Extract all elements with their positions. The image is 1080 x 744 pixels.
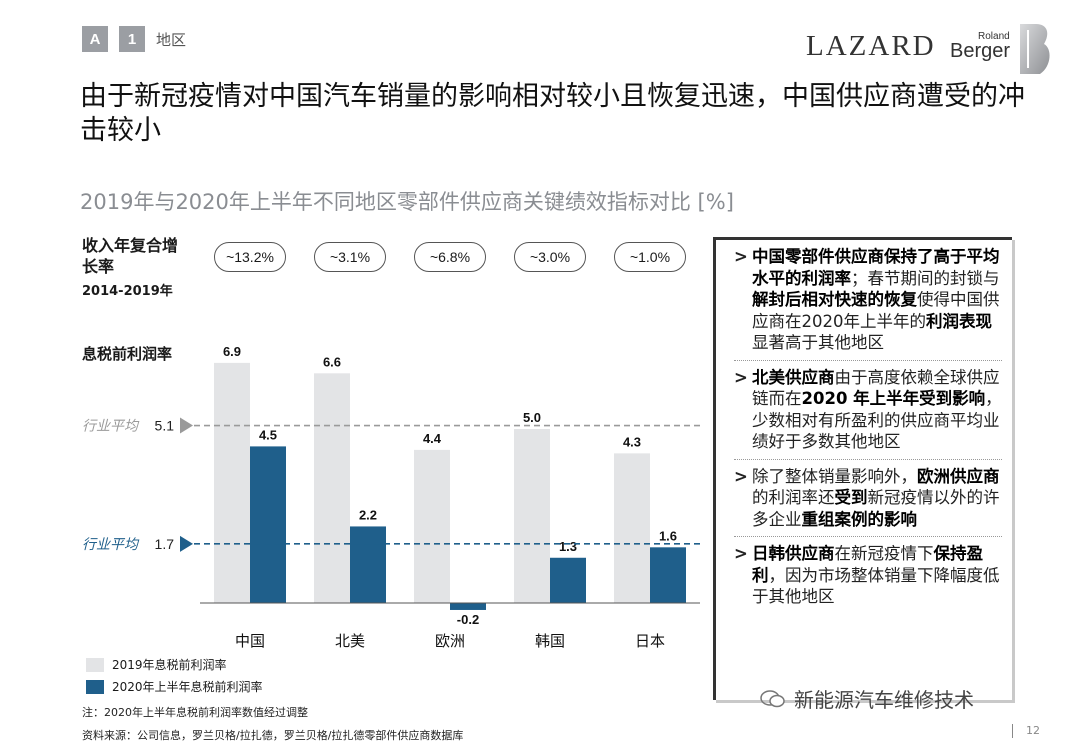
page-number: 12 (1026, 724, 1040, 737)
cagr-pill-china: ~13.2% (214, 242, 286, 272)
category-label-0: 中国 (235, 632, 265, 650)
reference-arrow-icon (180, 535, 193, 552)
data-label-2019-0: 6.9 (223, 344, 241, 359)
category-label-4: 日本 (635, 632, 665, 650)
bar-2019-2 (414, 449, 450, 603)
category-label-3: 韩国 (535, 632, 565, 650)
lazard-logo: LAZARD (806, 30, 936, 62)
section-label: 地区 (156, 31, 187, 49)
data-label-2020h1-3: 1.3 (559, 539, 577, 554)
bar-2019-0 (214, 362, 250, 603)
bar-2020h1-0 (250, 446, 286, 603)
insight-panel: 中国零部件供应商保持了高于平均水平的利润率；春节期间的封锁与解封后相对快速的恢复… (713, 237, 1012, 700)
ebit-margin-label: 息税前利润率 (82, 345, 173, 363)
wechat-watermark: 新能源汽车维修技术 (760, 684, 974, 713)
cagr-pill-europe: ~6.8% (414, 242, 486, 272)
bullet-separator (734, 359, 1002, 361)
insight-bullet-china: 中国零部件供应商保持了高于平均水平的利润率；春节期间的封锁与解封后相对快速的恢复… (734, 246, 1002, 354)
cagr-pill-japan: ~1.0% (614, 242, 686, 272)
bar-2020h1-1 (350, 526, 386, 603)
legend-label-2019: 2019年息税前利润率 (112, 658, 227, 672)
legend-swatch-2019 (86, 657, 104, 672)
bullet-separator (734, 536, 1002, 537)
data-label-2020h1-1: 2.2 (359, 507, 377, 522)
section-box-1: 1 (119, 26, 145, 52)
source-note: 资料来源：公司信息，罗兰贝格/拉扎德，罗兰贝格/拉扎德零部件供应商数据库 (82, 729, 464, 742)
legend-swatch-2020h1 (86, 679, 104, 694)
data-label-2019-1: 6.6 (323, 354, 341, 369)
reference-label-1: 行业平均 (82, 537, 140, 553)
insight-bullet-japan-korea: 日韩供应商在新冠疫情下保持盈利，因为市场整体销量下降幅度低于其他地区 (734, 543, 1002, 608)
cagr-pill-north-america: ~3.1% (314, 242, 386, 272)
cagr-years: 2014-2019年 (82, 284, 173, 299)
bar-2020h1-4 (650, 547, 686, 603)
footnote: 注：2020年上半年息税前利润率数值经过调整 (82, 706, 308, 719)
category-label-1: 北美 (335, 632, 365, 650)
cagr-pill-korea: ~3.0% (514, 242, 586, 272)
data-label-2019-4: 4.3 (623, 434, 641, 449)
legend-item-2019: 2019年息税前利润率 (86, 656, 227, 673)
watermark-text: 新能源汽车维修技术 (794, 688, 974, 712)
chart-subtitle: 2019年与2020年上半年不同地区零部件供应商关键绩效指标对比 [%] (80, 190, 734, 214)
berger-logo-text: Berger (950, 40, 1011, 62)
data-label-2020h1-2: -0.2 (457, 612, 479, 627)
roland-berger-b-logo-icon (1020, 24, 1050, 74)
bar-2020h1-2 (450, 603, 486, 610)
bar-2019-3 (514, 429, 550, 603)
section-box-a: A (82, 26, 108, 52)
insight-bullet-europe: 除了整体销量影响外，欧洲供应商的利润率还受到新冠疫情以外的许多企业重组案例的影响 (734, 466, 1002, 531)
legend-label-2020h1: 2020年上半年息税前利润率 (112, 680, 263, 694)
bar-2019-4 (614, 453, 650, 603)
reference-value-0: 5.1 (155, 418, 175, 434)
bar-2020h1-3 (550, 557, 586, 603)
insight-bullet-north-america: 北美供应商由于高度依赖全球供应链而在2020 年上半年受到影响，少数相对有所盈利… (734, 367, 1002, 453)
bullet-separator (734, 458, 1002, 460)
category-label-2: 欧洲 (435, 632, 465, 650)
legend-item-2020h1: 2020年上半年息税前利润率 (86, 678, 263, 695)
page-title: 由于新冠疫情对中国汽车销量的影响相对较小且恢复迅速，中国供应商遭受的冲击较小 (80, 81, 1025, 146)
wechat-icon (760, 689, 785, 707)
bar-2019-1 (314, 373, 350, 603)
cagr-label: 收入年复合增长率 (82, 236, 179, 276)
reference-label-0: 行业平均 (82, 419, 140, 435)
page-divider (1012, 724, 1013, 738)
data-label-2020h1-4: 1.6 (659, 528, 677, 543)
reference-value-1: 1.7 (155, 536, 175, 552)
data-label-2020h1-0: 4.5 (259, 427, 277, 442)
reference-arrow-icon (180, 417, 193, 434)
data-label-2019-3: 5.0 (523, 410, 541, 425)
roland-logo-text: Roland (978, 31, 1010, 42)
data-label-2019-2: 4.4 (423, 431, 442, 446)
